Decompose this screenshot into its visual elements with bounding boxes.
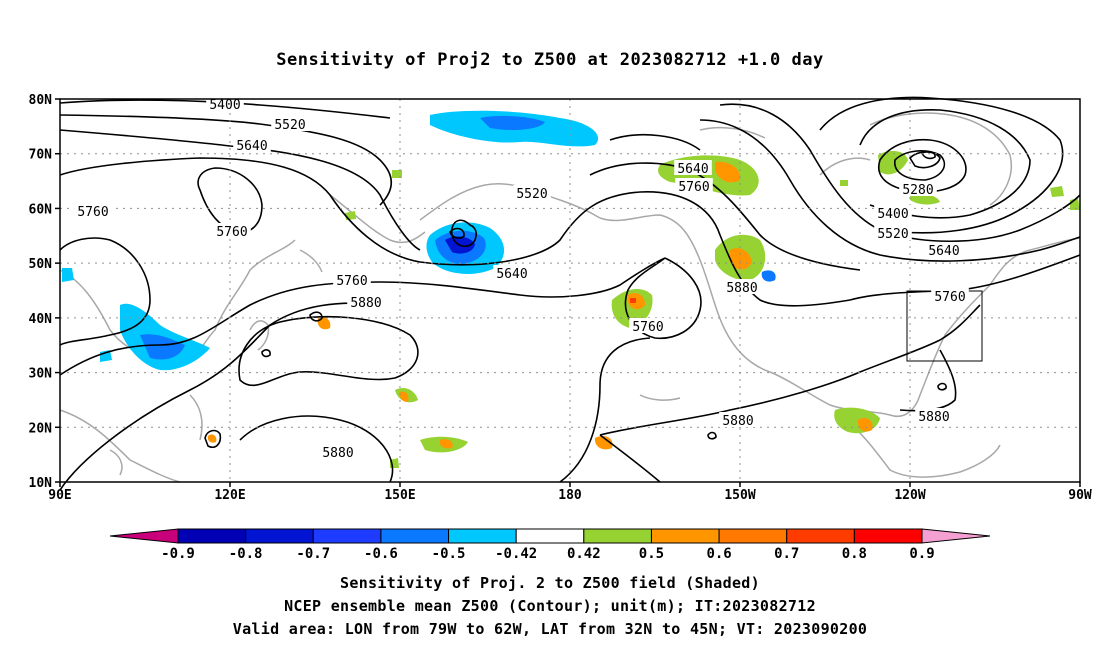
- contour-label: 5400: [877, 207, 908, 222]
- colorbar: -0.9 -0.8 -0.7 -0.6 -0.5 -0.42 0.42 0.5 0.6 0.7 0.…: [109, 528, 991, 562]
- lon-tick-label: 90E: [48, 488, 71, 503]
- colorbar-tick-label: 0.5: [639, 546, 664, 562]
- map-title: Sensitivity of Proj2 to Z500 at 20230827…: [276, 50, 824, 70]
- lat-tick-label: 60N: [29, 202, 53, 217]
- colorbar-tick-label: 0.9: [909, 546, 934, 562]
- lat-lon-grid: [60, 99, 1081, 482]
- colorbar-segment: [515, 528, 585, 544]
- contour-label: 5880: [918, 410, 949, 425]
- colorbar-segment: [853, 528, 923, 544]
- contour-label: 5880: [322, 446, 353, 461]
- contour-label: 5760: [678, 180, 709, 195]
- contour-label: 5760: [632, 320, 663, 335]
- contour-labels: 5400 5520 5640 5760 5760 5760 5880 5520 5640 5880…: [74, 96, 969, 461]
- contour-label: 5880: [726, 281, 757, 296]
- colorbar-segment: [312, 528, 382, 544]
- colorbar-tick-label: -0.7: [296, 546, 330, 562]
- lat-tick-label: 70N: [29, 148, 53, 163]
- colorbar-arrow-right: [921, 528, 991, 544]
- contour-label: 5760: [216, 225, 247, 240]
- colorbar-tick-label: 0.7: [774, 546, 799, 562]
- lon-tick-label: 120E: [214, 488, 245, 503]
- contour-label: 5640: [677, 162, 708, 177]
- contour-label: 5400: [209, 98, 240, 113]
- contour-label: 5520: [877, 227, 908, 242]
- colorbar-tick-label: 0.42: [567, 546, 601, 562]
- latitude-axis: 10N 20N 30N 40N 50N 60N 70N 80N: [29, 93, 60, 491]
- lon-tick-label: 90W: [1068, 488, 1092, 503]
- colorbar-tick-label: 0.6: [706, 546, 731, 562]
- colorbar-segment: [448, 528, 517, 544]
- colorbar-segment: [718, 528, 788, 544]
- colorbar-segment: [583, 528, 652, 544]
- lat-tick-label: 10N: [29, 476, 53, 491]
- contour-label: 5760: [934, 290, 965, 305]
- colorbar-segment: [786, 528, 855, 544]
- lat-tick-label: 30N: [29, 367, 53, 382]
- lon-tick-label: 150E: [384, 488, 415, 503]
- contour-label: 5760: [77, 205, 108, 220]
- contour-label: 5880: [722, 414, 753, 429]
- contour-label: 5880: [350, 296, 381, 311]
- lat-tick-label: 80N: [29, 93, 53, 108]
- lon-tick-label: 180: [558, 488, 582, 503]
- colorbar-segment: [380, 528, 450, 544]
- colorbar-tick-label: 0.8: [842, 546, 867, 562]
- contour-label: 5280: [902, 183, 933, 198]
- z500-contours: [59, 96, 1081, 491]
- longitude-axis: 90E120E150E180150W120W90W60W: [48, 482, 1092, 503]
- caption-shading: Sensitivity of Proj. 2 to Z500 field (Sh…: [340, 574, 760, 592]
- colorbar-tick-label: -0.6: [364, 546, 398, 562]
- lat-tick-label: 40N: [29, 312, 53, 327]
- colorbar-segment: [177, 528, 247, 544]
- caption-valid-area: Valid area: LON from 79W to 62W, LAT fro…: [232, 620, 868, 638]
- colorbar-tick-label: -0.8: [229, 546, 263, 562]
- lat-tick-label: 50N: [29, 257, 53, 272]
- contour-label: 5520: [516, 187, 547, 202]
- caption-contour: NCEP ensemble mean Z500 (Contour); unit(…: [284, 597, 816, 615]
- colorbar-segment: [650, 528, 720, 544]
- colorbar-tick-label: -0.42: [495, 546, 537, 562]
- colorbar-tick-label: -0.9: [161, 546, 195, 562]
- contour-label: 5640: [496, 267, 527, 282]
- contour-label: 5640: [928, 244, 959, 259]
- contour-label: 5520: [274, 118, 305, 133]
- lon-tick-label: 150W: [724, 488, 755, 503]
- contour-label: 5760: [336, 274, 367, 289]
- colorbar-arrow-left: [109, 528, 179, 544]
- colorbar-tick-label: -0.5: [432, 546, 466, 562]
- lon-tick-label: 120W: [894, 488, 925, 503]
- contour-label: 5640: [236, 139, 267, 154]
- lat-tick-label: 20N: [29, 421, 53, 436]
- colorbar-segment: [245, 528, 314, 544]
